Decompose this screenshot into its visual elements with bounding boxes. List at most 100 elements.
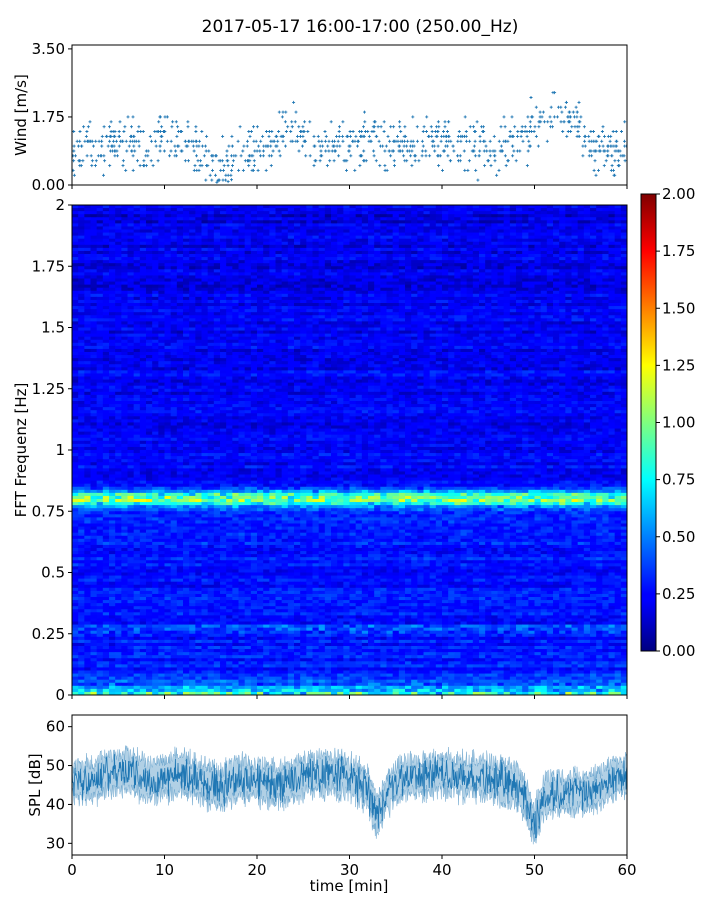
heatmap-cell xyxy=(139,247,147,252)
heatmap-cell xyxy=(201,290,209,295)
heatmap-cell xyxy=(306,254,314,258)
heatmap-cell xyxy=(121,241,129,246)
heatmap-cell xyxy=(522,278,529,283)
heatmap-cell xyxy=(244,214,252,218)
heatmap-cell xyxy=(571,235,579,240)
heatmap-cell xyxy=(281,254,289,258)
chart-title: 2017-05-17 16:00-17:00 (250.00_Hz) xyxy=(202,17,519,37)
heatmap-cell xyxy=(466,250,474,255)
heatmap-cell xyxy=(577,223,585,228)
heatmap-cell xyxy=(349,208,357,212)
heatmap-cell xyxy=(133,272,141,277)
heatmap-cell xyxy=(479,312,486,316)
heatmap-cell xyxy=(96,220,104,224)
heatmap-cell xyxy=(312,232,320,237)
heatmap-cell xyxy=(405,250,412,255)
heatmap-cell xyxy=(565,229,573,234)
heatmap-cell xyxy=(423,272,431,277)
heatmap-cell xyxy=(417,278,425,283)
heatmap-cell xyxy=(398,217,406,221)
heatmap-cell xyxy=(170,272,178,277)
heatmap-cell xyxy=(287,284,295,289)
heatmap-cell xyxy=(250,318,258,322)
heatmap-cell xyxy=(324,211,332,215)
heatmap-cell xyxy=(460,238,468,243)
heatmap-cell xyxy=(509,303,517,307)
heatmap-cell xyxy=(127,263,135,267)
heatmap-cell xyxy=(374,220,381,224)
heatmap-cell xyxy=(337,327,344,332)
heatmap-cell xyxy=(158,220,166,224)
heatmap-cell xyxy=(620,235,627,240)
heatmap-cell xyxy=(423,205,431,209)
heatmap-cell xyxy=(411,306,418,310)
heatmap-cell xyxy=(312,220,320,224)
heatmap-cell xyxy=(232,284,240,289)
heatmap-cell xyxy=(429,229,437,234)
heatmap-cell xyxy=(571,324,579,329)
heatmap-cell xyxy=(78,278,85,283)
heatmap-cell xyxy=(460,315,468,319)
heatmap-cell xyxy=(213,327,221,332)
heatmap-cell xyxy=(620,238,627,243)
heatmap-cell xyxy=(596,290,603,295)
heatmap-cell xyxy=(398,254,406,258)
heatmap-cell xyxy=(516,220,523,224)
heatmap-cell xyxy=(84,287,92,292)
heatmap-cell xyxy=(72,312,79,316)
heatmap-cell xyxy=(269,309,277,313)
heatmap-cell xyxy=(472,214,480,218)
heatmap-cell xyxy=(96,205,104,209)
heatmap-cell xyxy=(497,257,505,261)
heatmap-cell xyxy=(553,214,560,218)
heatmap-cell xyxy=(503,260,511,264)
heatmap-cell xyxy=(324,312,332,316)
heatmap-cell xyxy=(238,232,246,237)
heatmap-cell xyxy=(84,232,92,237)
heatmap-cell xyxy=(423,287,431,292)
heatmap-cell xyxy=(614,275,622,280)
heatmap-cell xyxy=(195,226,203,231)
heatmap-cell xyxy=(423,315,431,319)
heatmap-cell xyxy=(152,257,159,261)
heatmap-cell xyxy=(294,290,301,295)
heatmap-cell xyxy=(115,263,122,267)
heatmap-cell xyxy=(503,214,511,218)
heatmap-cell xyxy=(337,257,344,261)
heatmap-cell xyxy=(491,309,499,313)
heatmap-cell xyxy=(84,327,92,332)
heatmap-cell xyxy=(281,214,289,218)
heatmap-cell xyxy=(540,257,548,261)
heatmap-cell xyxy=(448,211,455,215)
heatmap-cell xyxy=(355,312,363,316)
heatmap-cell xyxy=(620,278,627,283)
heatmap-cell xyxy=(250,296,258,301)
heatmap-cell xyxy=(115,235,122,240)
heatmap-cell xyxy=(466,299,474,304)
heatmap-cell xyxy=(596,324,603,329)
heatmap-cell xyxy=(590,205,597,209)
heatmap-cell xyxy=(423,241,431,246)
heatmap-cell xyxy=(417,220,425,224)
heatmap-cell xyxy=(423,269,431,273)
heatmap-cell xyxy=(109,278,116,283)
heatmap-cell xyxy=(571,254,579,258)
heatmap-cell xyxy=(608,284,616,289)
heatmap-cell xyxy=(534,244,542,249)
heatmap-cell xyxy=(324,205,332,209)
heatmap-cell xyxy=(78,303,85,307)
heatmap-cell xyxy=(590,247,597,252)
heatmap-cell xyxy=(127,260,135,264)
heatmap-cell xyxy=(84,220,92,224)
heatmap-cell xyxy=(516,306,523,310)
heatmap-cell xyxy=(485,315,492,319)
heatmap-cell xyxy=(102,269,110,273)
heatmap-cell xyxy=(540,250,548,255)
heatmap-cell xyxy=(349,327,357,332)
heatmap-cell xyxy=(318,269,326,273)
heatmap-cell xyxy=(559,290,566,295)
heatmap-cell xyxy=(238,217,246,221)
heatmap-cell xyxy=(331,214,338,218)
heatmap-cell xyxy=(170,250,178,255)
heatmap-cell xyxy=(608,257,616,261)
